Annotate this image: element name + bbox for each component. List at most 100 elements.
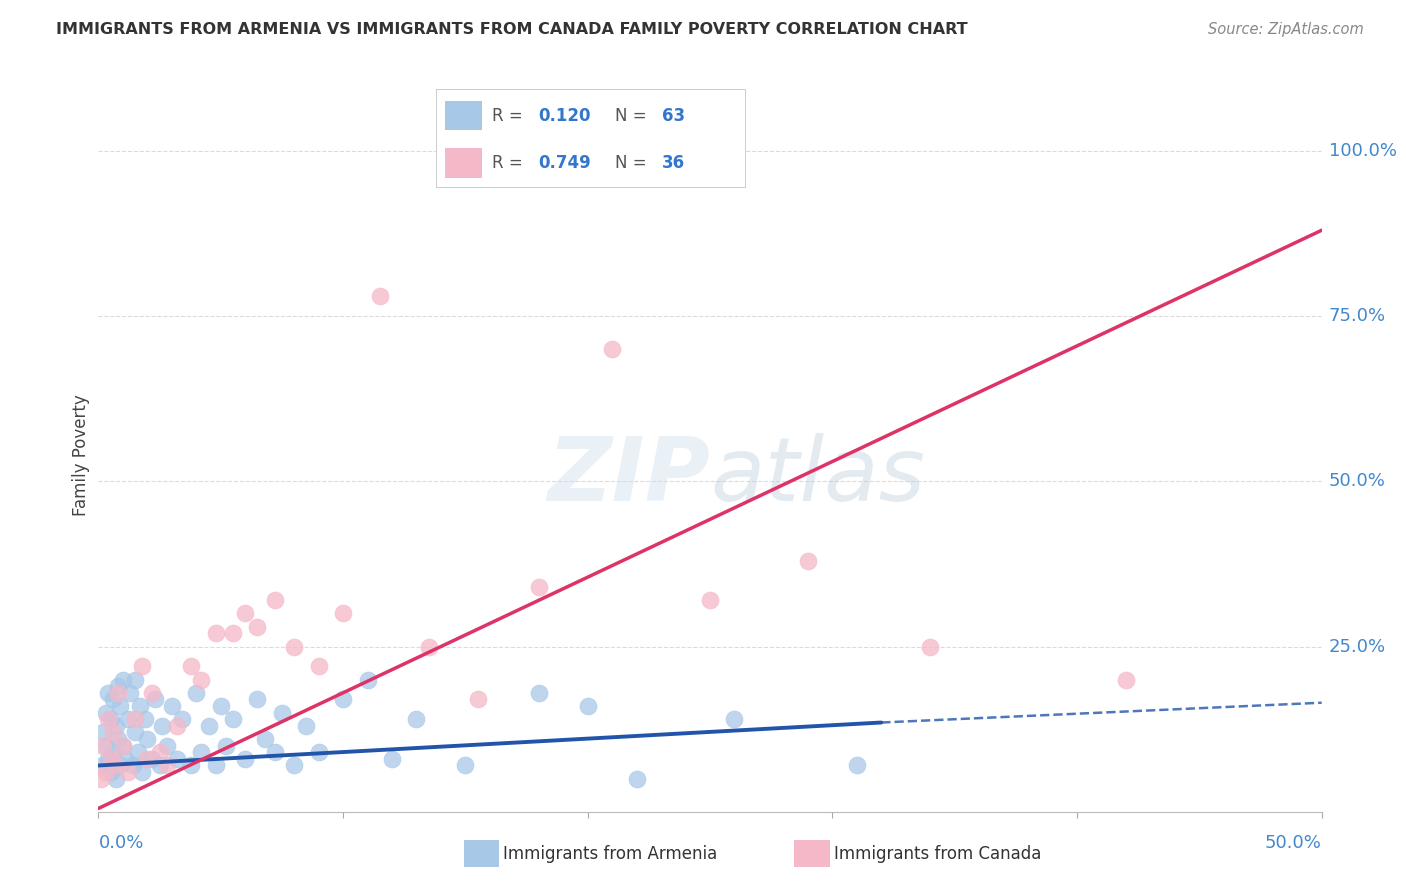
Point	[205, 758, 228, 772]
Text: Source: ZipAtlas.com: Source: ZipAtlas.com	[1208, 22, 1364, 37]
Point	[100, 765, 122, 780]
Point	[117, 712, 139, 726]
Text: 0.0%: 0.0%	[98, 834, 143, 852]
Text: R =: R =	[492, 153, 527, 172]
Point	[1115, 673, 1137, 687]
Point	[454, 758, 477, 772]
Point	[283, 758, 305, 772]
Point	[90, 772, 112, 786]
Point	[699, 593, 721, 607]
Text: ZIP: ZIP	[547, 433, 710, 520]
Point	[381, 752, 404, 766]
Point	[368, 289, 391, 303]
Point	[170, 712, 193, 726]
Point	[222, 712, 245, 726]
Point	[263, 745, 285, 759]
Point	[308, 659, 330, 673]
Point	[356, 673, 378, 687]
Point	[233, 752, 256, 766]
Point	[246, 692, 269, 706]
Point	[845, 758, 868, 772]
Y-axis label: Family Poverty: Family Poverty	[72, 394, 90, 516]
Point	[110, 698, 132, 713]
Point	[253, 732, 276, 747]
Point	[160, 698, 183, 713]
Point	[91, 739, 114, 753]
Point	[131, 765, 153, 780]
Point	[149, 745, 172, 759]
Point	[156, 739, 179, 753]
Point	[124, 673, 146, 687]
Point	[308, 745, 330, 759]
Point	[156, 758, 179, 772]
Point	[600, 342, 623, 356]
Point	[233, 607, 256, 621]
Text: 63: 63	[662, 107, 685, 125]
Point	[134, 712, 156, 726]
Point	[332, 607, 354, 621]
Text: R =: R =	[492, 107, 527, 125]
Point	[104, 758, 127, 772]
Point	[205, 626, 228, 640]
Text: IMMIGRANTS FROM ARMENIA VS IMMIGRANTS FROM CANADA FAMILY POVERTY CORRELATION CHA: IMMIGRANTS FROM ARMENIA VS IMMIGRANTS FR…	[56, 22, 967, 37]
Point	[94, 739, 117, 753]
Point	[104, 772, 127, 786]
Point	[527, 686, 550, 700]
Point	[166, 719, 188, 733]
Point	[197, 719, 219, 733]
Text: N =: N =	[616, 107, 652, 125]
Point	[101, 745, 124, 759]
Point	[222, 626, 245, 640]
Text: 100.0%: 100.0%	[1329, 142, 1396, 160]
Point	[136, 732, 159, 747]
Point	[136, 752, 159, 766]
Bar	[446, 101, 482, 130]
Text: 50.0%: 50.0%	[1265, 834, 1322, 852]
Point	[91, 725, 114, 739]
Point	[920, 640, 942, 654]
Point	[121, 758, 143, 772]
Point	[101, 725, 124, 739]
Point	[263, 593, 285, 607]
Text: 25.0%: 25.0%	[1329, 638, 1386, 656]
Text: atlas: atlas	[710, 434, 925, 519]
Text: 0.120: 0.120	[538, 107, 591, 125]
Point	[107, 679, 129, 693]
Point	[626, 772, 648, 786]
Point	[190, 673, 212, 687]
Point	[418, 640, 440, 654]
Point	[143, 692, 166, 706]
Point	[129, 698, 152, 713]
Point	[150, 719, 173, 733]
Point	[111, 739, 134, 753]
Point	[141, 752, 163, 766]
Point	[101, 692, 124, 706]
Point	[124, 725, 146, 739]
Point	[180, 758, 202, 772]
Point	[527, 580, 550, 594]
Point	[120, 686, 142, 700]
Point	[97, 712, 120, 726]
Point	[295, 719, 318, 733]
Text: 36: 36	[662, 153, 685, 172]
Point	[283, 640, 305, 654]
Point	[111, 673, 134, 687]
Point	[467, 692, 489, 706]
Point	[141, 686, 163, 700]
Point	[180, 659, 202, 673]
Point	[97, 752, 120, 766]
Point	[111, 739, 134, 753]
Text: 0.749: 0.749	[538, 153, 591, 172]
Point	[270, 706, 294, 720]
Point	[117, 765, 139, 780]
Text: N =: N =	[616, 153, 652, 172]
Point	[166, 752, 188, 766]
Point	[114, 752, 136, 766]
Bar	[446, 148, 482, 178]
Point	[127, 745, 149, 759]
Point	[332, 692, 354, 706]
Point	[124, 712, 146, 726]
Point	[576, 698, 599, 713]
Point	[94, 765, 117, 780]
Point	[149, 758, 172, 772]
